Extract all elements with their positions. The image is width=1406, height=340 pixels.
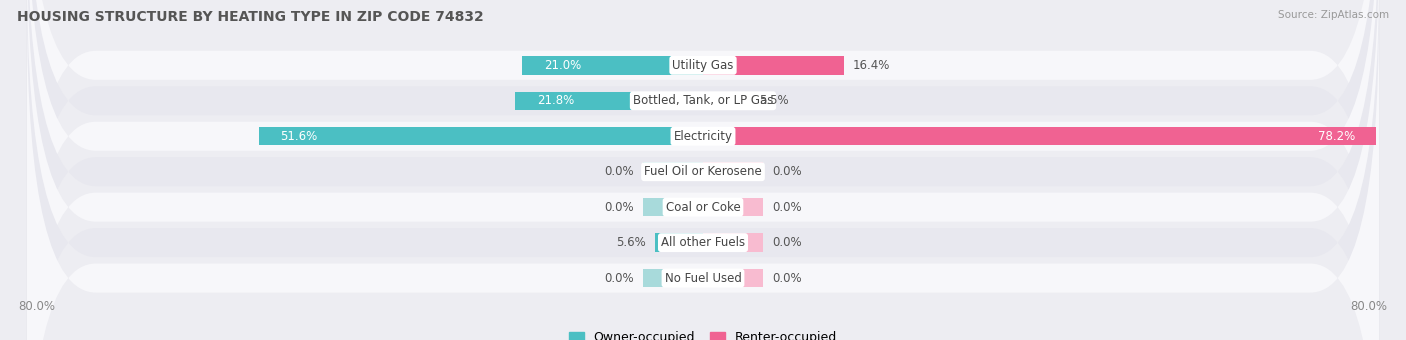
Text: 0.0%: 0.0%	[605, 165, 634, 178]
Text: 0.0%: 0.0%	[772, 165, 801, 178]
FancyBboxPatch shape	[27, 0, 1379, 340]
FancyBboxPatch shape	[27, 0, 1379, 340]
FancyBboxPatch shape	[27, 0, 1379, 340]
Bar	[655, 233, 703, 252]
Text: 21.8%: 21.8%	[537, 94, 574, 107]
Bar	[703, 198, 763, 216]
Text: 80.0%: 80.0%	[1351, 300, 1388, 313]
Text: No Fuel Used: No Fuel Used	[665, 272, 741, 285]
FancyBboxPatch shape	[27, 0, 1379, 340]
Bar	[703, 127, 1376, 146]
Text: 0.0%: 0.0%	[772, 236, 801, 249]
Text: All other Fuels: All other Fuels	[661, 236, 745, 249]
Text: 0.0%: 0.0%	[605, 272, 634, 285]
Text: 0.0%: 0.0%	[772, 201, 801, 214]
Text: 80.0%: 80.0%	[18, 300, 55, 313]
Text: Utility Gas: Utility Gas	[672, 59, 734, 72]
Text: 5.6%: 5.6%	[616, 236, 647, 249]
Text: 0.0%: 0.0%	[605, 201, 634, 214]
Bar	[259, 127, 703, 146]
Text: 16.4%: 16.4%	[853, 59, 890, 72]
Bar	[643, 269, 703, 287]
Legend: Owner-occupied, Renter-occupied: Owner-occupied, Renter-occupied	[568, 331, 838, 340]
Text: 78.2%: 78.2%	[1317, 130, 1355, 143]
Bar	[522, 56, 703, 74]
FancyBboxPatch shape	[27, 9, 1379, 340]
Bar	[703, 233, 763, 252]
Bar	[703, 56, 844, 74]
Text: Electricity: Electricity	[673, 130, 733, 143]
Text: HOUSING STRUCTURE BY HEATING TYPE IN ZIP CODE 74832: HOUSING STRUCTURE BY HEATING TYPE IN ZIP…	[17, 10, 484, 24]
Bar	[703, 91, 751, 110]
Bar	[643, 163, 703, 181]
Text: 21.0%: 21.0%	[544, 59, 581, 72]
Bar	[703, 163, 763, 181]
FancyBboxPatch shape	[27, 0, 1379, 340]
Text: Bottled, Tank, or LP Gas: Bottled, Tank, or LP Gas	[633, 94, 773, 107]
Text: 0.0%: 0.0%	[772, 272, 801, 285]
Bar	[515, 91, 703, 110]
Bar	[643, 198, 703, 216]
Text: Fuel Oil or Kerosene: Fuel Oil or Kerosene	[644, 165, 762, 178]
FancyBboxPatch shape	[27, 0, 1379, 335]
Text: 5.5%: 5.5%	[759, 94, 789, 107]
Text: Coal or Coke: Coal or Coke	[665, 201, 741, 214]
Bar	[703, 269, 763, 287]
Text: 51.6%: 51.6%	[280, 130, 318, 143]
Text: Source: ZipAtlas.com: Source: ZipAtlas.com	[1278, 10, 1389, 20]
